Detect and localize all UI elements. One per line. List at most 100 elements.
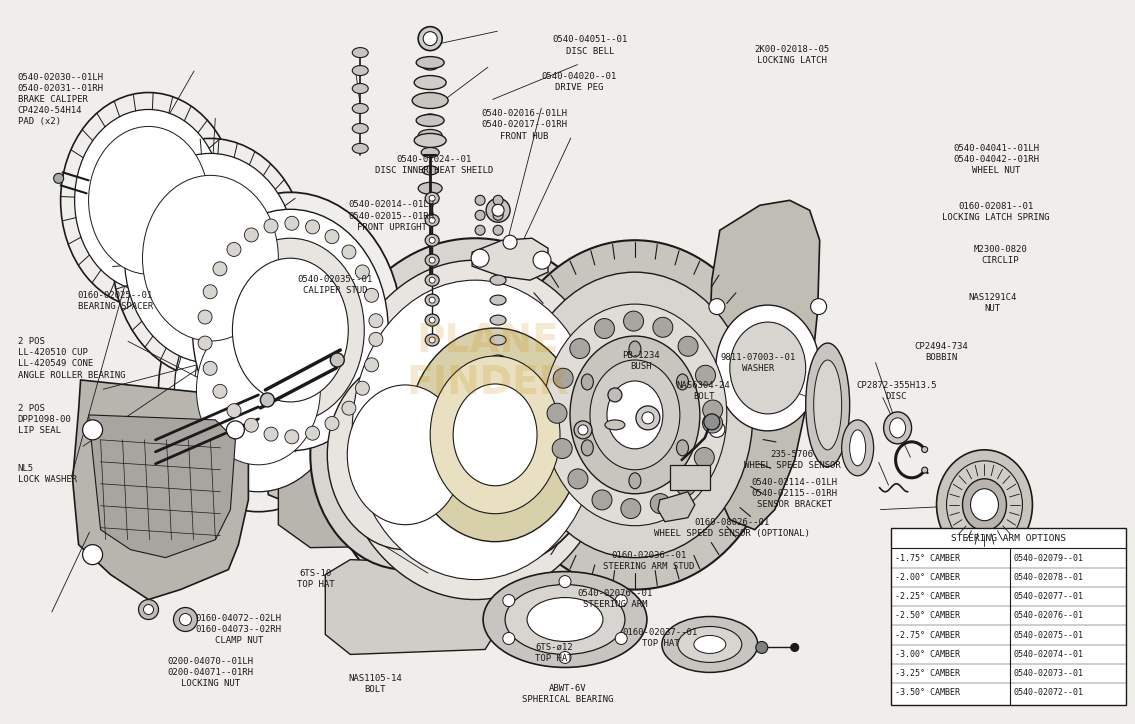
- Circle shape: [493, 204, 504, 216]
- Circle shape: [355, 265, 369, 279]
- Ellipse shape: [629, 473, 641, 489]
- Circle shape: [305, 426, 320, 440]
- Text: 6TS-10
TOP HAT: 6TS-10 TOP HAT: [297, 569, 335, 589]
- Circle shape: [325, 230, 339, 244]
- Text: 9811-07003--01
WASHER: 9811-07003--01 WASHER: [721, 353, 796, 374]
- Circle shape: [264, 219, 278, 233]
- Text: 0160-02036--01
STEERING ARM STUD: 0160-02036--01 STEERING ARM STUD: [604, 551, 695, 571]
- Bar: [891, 529, 1126, 705]
- Circle shape: [922, 467, 927, 473]
- Ellipse shape: [490, 295, 506, 305]
- Ellipse shape: [490, 315, 506, 325]
- Ellipse shape: [89, 127, 209, 274]
- Ellipse shape: [676, 374, 689, 390]
- Circle shape: [203, 361, 217, 375]
- Ellipse shape: [414, 75, 446, 90]
- Circle shape: [615, 633, 628, 644]
- Text: 2 POS
DPP1098-00
LIP SEAL: 2 POS DPP1098-00 LIP SEAL: [18, 404, 72, 435]
- Circle shape: [810, 421, 826, 437]
- Circle shape: [260, 393, 275, 407]
- Ellipse shape: [484, 571, 647, 668]
- Ellipse shape: [936, 450, 1033, 560]
- Ellipse shape: [678, 626, 742, 662]
- Text: PB-1234
BUSH: PB-1234 BUSH: [622, 350, 659, 371]
- Ellipse shape: [590, 360, 680, 470]
- Ellipse shape: [629, 341, 641, 357]
- Ellipse shape: [426, 294, 439, 306]
- Ellipse shape: [518, 272, 753, 557]
- Ellipse shape: [490, 275, 506, 285]
- Text: 0540-04041--01LH
0540-04042--01RH
WHEEL NUT: 0540-04041--01LH 0540-04042--01RH WHEEL …: [953, 144, 1039, 175]
- Ellipse shape: [962, 479, 1007, 531]
- Ellipse shape: [884, 412, 911, 444]
- Ellipse shape: [196, 315, 320, 465]
- Ellipse shape: [422, 166, 438, 175]
- Ellipse shape: [407, 328, 583, 542]
- Ellipse shape: [352, 280, 598, 580]
- Ellipse shape: [429, 217, 435, 223]
- Circle shape: [418, 27, 443, 51]
- Text: 0540-02078--01: 0540-02078--01: [1014, 573, 1084, 582]
- Text: -2.75° CAMBER: -2.75° CAMBER: [894, 631, 959, 639]
- Circle shape: [493, 195, 503, 206]
- Ellipse shape: [352, 124, 368, 133]
- Circle shape: [678, 337, 698, 356]
- Ellipse shape: [850, 430, 866, 466]
- Ellipse shape: [385, 302, 605, 568]
- Ellipse shape: [233, 258, 348, 402]
- Ellipse shape: [430, 356, 560, 514]
- Ellipse shape: [429, 297, 435, 303]
- Ellipse shape: [159, 268, 359, 512]
- Text: 0540-02035--01
CALIPER STUD: 0540-02035--01 CALIPER STUD: [297, 274, 372, 295]
- Circle shape: [503, 235, 518, 249]
- Circle shape: [615, 594, 628, 607]
- Circle shape: [621, 499, 641, 518]
- Ellipse shape: [426, 235, 439, 246]
- Circle shape: [213, 262, 227, 276]
- Circle shape: [203, 285, 217, 299]
- Text: 6TS-ø12
TOP HAT: 6TS-ø12 TOP HAT: [535, 643, 573, 663]
- Circle shape: [476, 225, 485, 235]
- Text: 0540-04051--01
DISC BELL: 0540-04051--01 DISC BELL: [553, 35, 628, 56]
- Circle shape: [285, 430, 299, 444]
- Circle shape: [709, 421, 725, 437]
- Ellipse shape: [426, 314, 439, 326]
- Circle shape: [83, 544, 102, 565]
- Polygon shape: [708, 201, 819, 530]
- Circle shape: [642, 412, 654, 424]
- Polygon shape: [472, 238, 548, 280]
- Ellipse shape: [429, 195, 435, 201]
- Circle shape: [676, 476, 696, 496]
- Text: 0160-02025--01
BEARING SPACER: 0160-02025--01 BEARING SPACER: [78, 290, 153, 311]
- Circle shape: [568, 469, 588, 489]
- Circle shape: [179, 613, 192, 626]
- Text: 0540-04020--01
DRIVE PEG: 0540-04020--01 DRIVE PEG: [541, 72, 616, 92]
- Text: -3.50° CAMBER: -3.50° CAMBER: [894, 689, 959, 697]
- Polygon shape: [73, 380, 249, 599]
- Text: STEERING ARM OPTIONS: STEERING ARM OPTIONS: [951, 534, 1066, 543]
- Ellipse shape: [730, 322, 806, 414]
- Circle shape: [608, 388, 622, 402]
- Text: NL5
LOCK WASHER: NL5 LOCK WASHER: [18, 464, 77, 484]
- Circle shape: [471, 249, 489, 267]
- Ellipse shape: [490, 375, 506, 385]
- Circle shape: [285, 216, 299, 230]
- Text: M2300-0820
CIRCLIP: M2300-0820 CIRCLIP: [974, 245, 1027, 265]
- Circle shape: [423, 32, 437, 46]
- Text: 0540-02072--01: 0540-02072--01: [1014, 689, 1084, 697]
- Circle shape: [653, 317, 673, 337]
- Ellipse shape: [418, 130, 443, 141]
- Text: -2.50° CAMBER: -2.50° CAMBER: [894, 611, 959, 620]
- Text: 0540-02014--01LH
0540-02015--01RH
FRONT UPRIGHT: 0540-02014--01LH 0540-02015--01RH FRONT …: [348, 201, 435, 232]
- Circle shape: [703, 400, 723, 420]
- Circle shape: [53, 173, 64, 183]
- Circle shape: [227, 404, 241, 418]
- Circle shape: [592, 490, 612, 510]
- Ellipse shape: [970, 489, 999, 521]
- Circle shape: [364, 358, 379, 372]
- Text: 0540-02075--01: 0540-02075--01: [1014, 631, 1084, 639]
- Circle shape: [547, 403, 568, 424]
- Text: -2.00° CAMBER: -2.00° CAMBER: [894, 573, 959, 582]
- Circle shape: [493, 210, 503, 220]
- Ellipse shape: [75, 109, 222, 291]
